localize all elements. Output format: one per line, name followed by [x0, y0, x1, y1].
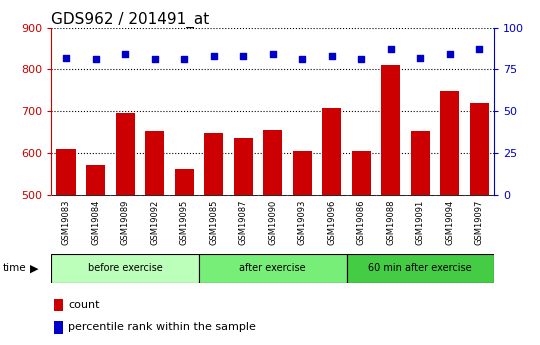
Bar — [411, 131, 430, 195]
Bar — [57, 149, 76, 195]
Text: GSM19095: GSM19095 — [180, 200, 188, 245]
Text: GSM19088: GSM19088 — [386, 200, 395, 245]
Point — [357, 57, 366, 62]
Text: GSM19090: GSM19090 — [268, 200, 277, 245]
Text: after exercise: after exercise — [239, 263, 306, 273]
Text: GSM19091: GSM19091 — [416, 200, 425, 245]
Bar — [293, 150, 312, 195]
Point — [91, 57, 100, 62]
Bar — [470, 103, 489, 195]
Text: GSM19089: GSM19089 — [120, 200, 130, 245]
Bar — [440, 91, 460, 195]
Text: GSM19092: GSM19092 — [150, 200, 159, 245]
Bar — [322, 108, 341, 195]
Text: before exercise: before exercise — [87, 263, 163, 273]
Bar — [174, 169, 194, 195]
Text: count: count — [68, 300, 99, 310]
Bar — [145, 131, 164, 195]
Bar — [116, 114, 134, 195]
Text: percentile rank within the sample: percentile rank within the sample — [68, 322, 256, 332]
Point — [416, 55, 424, 60]
Point — [62, 55, 70, 60]
Text: GSM19087: GSM19087 — [239, 200, 248, 245]
FancyBboxPatch shape — [51, 254, 199, 283]
Text: 60 min after exercise: 60 min after exercise — [368, 263, 472, 273]
Bar — [86, 165, 105, 195]
Point — [180, 57, 188, 62]
Bar — [53, 321, 63, 334]
Point — [239, 53, 247, 59]
Text: GSM19097: GSM19097 — [475, 200, 484, 245]
Text: GSM19093: GSM19093 — [298, 200, 307, 245]
Bar — [204, 133, 223, 195]
FancyBboxPatch shape — [347, 254, 494, 283]
FancyBboxPatch shape — [199, 254, 347, 283]
Point — [298, 57, 307, 62]
Text: GSM19096: GSM19096 — [327, 200, 336, 245]
Point — [446, 52, 454, 57]
Point — [327, 53, 336, 59]
Bar — [263, 130, 282, 195]
Point — [475, 47, 484, 52]
Point — [121, 52, 130, 57]
Text: GSM19083: GSM19083 — [62, 200, 71, 245]
Bar — [234, 138, 253, 195]
Point — [387, 47, 395, 52]
Point — [268, 52, 277, 57]
Bar — [53, 299, 63, 311]
Text: GSM19086: GSM19086 — [357, 200, 366, 245]
Point — [150, 57, 159, 62]
Text: ▶: ▶ — [30, 263, 38, 273]
Text: time: time — [3, 263, 26, 273]
Bar — [381, 65, 400, 195]
Text: GSM19094: GSM19094 — [446, 200, 454, 245]
Bar — [352, 150, 371, 195]
Text: GDS962 / 201491_at: GDS962 / 201491_at — [51, 11, 210, 28]
Text: GSM19084: GSM19084 — [91, 200, 100, 245]
Text: GSM19085: GSM19085 — [209, 200, 218, 245]
Point — [210, 53, 218, 59]
